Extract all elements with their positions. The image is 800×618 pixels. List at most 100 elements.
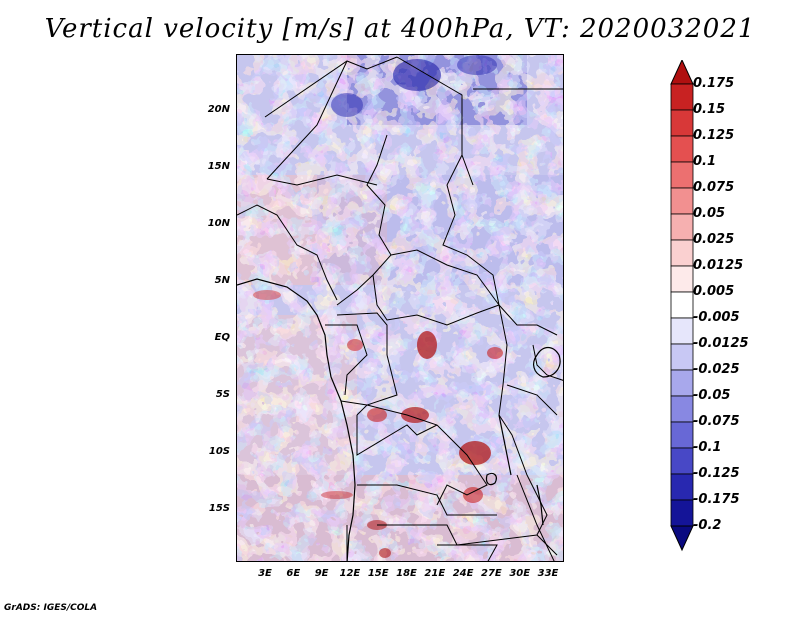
colorbar-box bbox=[670, 317, 694, 345]
colorbar-level-label: -0.005 bbox=[693, 310, 740, 325]
colorbar-level-label: -0.175 bbox=[693, 492, 740, 507]
field-negative-noise bbox=[237, 55, 563, 561]
map-panel bbox=[236, 54, 564, 562]
core-niger-descent bbox=[331, 93, 363, 117]
lon-label: 12E bbox=[339, 568, 361, 579]
core-kasai bbox=[401, 407, 429, 423]
border-drc-zambia bbox=[436, 434, 488, 506]
colorbar bbox=[670, 60, 694, 552]
border-zambia-south bbox=[377, 524, 538, 546]
colorbar-box bbox=[670, 187, 694, 215]
colorbar-level-label: -0.05 bbox=[693, 388, 731, 403]
lake-malawi bbox=[536, 484, 544, 526]
colorbar-box bbox=[670, 83, 694, 111]
border-niger-nigeria bbox=[266, 174, 378, 186]
colorbar-box bbox=[670, 369, 694, 397]
colorbar-level-label: 0.075 bbox=[693, 180, 735, 195]
lon-label: 33E bbox=[537, 568, 559, 579]
lat-label: 10N bbox=[207, 218, 230, 229]
colorbar-box bbox=[670, 239, 694, 267]
colorbar-level-label: 0.125 bbox=[693, 128, 735, 143]
colorbar-level-label: -0.125 bbox=[693, 466, 740, 481]
border-tanganyika bbox=[498, 414, 538, 496]
lon-label: 15E bbox=[367, 568, 389, 579]
colorbar-box bbox=[670, 395, 694, 423]
core-angola-coast bbox=[321, 491, 353, 499]
border-car-north bbox=[390, 249, 500, 306]
lat-label: 15S bbox=[208, 503, 230, 514]
colorbar-level-label: 0.005 bbox=[693, 284, 735, 299]
coastline bbox=[237, 278, 561, 561]
lon-label: 18E bbox=[396, 568, 417, 579]
colorbar-box bbox=[670, 265, 694, 293]
border-niger-mali bbox=[266, 60, 348, 180]
core-west-drc bbox=[367, 408, 387, 422]
colorbar-box bbox=[670, 213, 694, 241]
colorbar-level-label: -0.0125 bbox=[693, 336, 749, 351]
colorbar-level-label: 0.025 bbox=[693, 232, 735, 247]
colorbar-box bbox=[670, 343, 694, 371]
lat-label: 5S bbox=[215, 389, 230, 400]
colorbar-box bbox=[670, 161, 694, 189]
colorbar-box bbox=[670, 499, 694, 527]
lat-label: 10S bbox=[208, 446, 230, 457]
colorbar-box bbox=[670, 291, 694, 319]
lat-label: EQ bbox=[214, 332, 230, 343]
core-gabon bbox=[347, 339, 363, 351]
border-angola-zambia bbox=[357, 484, 497, 516]
colorbar-level-label: 0.05 bbox=[693, 206, 726, 221]
border-libya-chad bbox=[396, 56, 474, 186]
core-namibia bbox=[379, 548, 391, 558]
core-libya-descent bbox=[393, 59, 441, 91]
border-gabon bbox=[325, 324, 368, 396]
colorbar-top-triangle bbox=[670, 60, 694, 85]
border-congo-drc bbox=[356, 354, 398, 416]
velocity-field-map bbox=[237, 55, 563, 561]
lon-label: 30E bbox=[509, 568, 531, 579]
core-egypt-descent bbox=[457, 55, 497, 75]
political-boundaries bbox=[237, 56, 563, 561]
border-algeria-niger bbox=[264, 56, 398, 118]
core-congo-basin bbox=[417, 331, 437, 359]
colorbar-level-label: -0.1 bbox=[693, 440, 722, 455]
lon-label: 24E bbox=[452, 568, 474, 579]
border-nigeria-benin bbox=[237, 204, 338, 301]
core-gulf-guinea bbox=[253, 290, 281, 300]
convective-cores bbox=[253, 55, 503, 558]
border-tanzania-north bbox=[506, 384, 558, 416]
border-caprivi bbox=[437, 544, 498, 561]
border-angola-drc bbox=[356, 415, 438, 456]
core-katanga bbox=[459, 441, 491, 465]
lake-tanganyika bbox=[498, 414, 512, 476]
colorbar-level-label: -0.2 bbox=[693, 518, 722, 533]
colorbar-level-label: 0.0125 bbox=[693, 258, 744, 273]
border-car-south bbox=[372, 274, 500, 326]
border-chad-sudan bbox=[442, 154, 500, 306]
atlantic-coastline bbox=[237, 278, 356, 561]
colorbar-level-label: -0.025 bbox=[693, 362, 740, 377]
credit-text: GrADS: IGES/COLA bbox=[4, 603, 98, 613]
colorbar-box bbox=[670, 421, 694, 449]
colorbar-box bbox=[670, 109, 694, 137]
border-uganda-kenya bbox=[532, 344, 563, 381]
colorbar-level-label: 0.15 bbox=[693, 102, 726, 117]
lat-label: 15N bbox=[207, 161, 230, 172]
lon-label: 21E bbox=[424, 568, 446, 579]
border-south-sudan bbox=[498, 304, 558, 336]
colorbar-box bbox=[670, 447, 694, 475]
lake-mweru bbox=[485, 472, 497, 486]
border-cameroon-congo bbox=[336, 312, 388, 355]
lon-label: 27E bbox=[481, 568, 502, 579]
lon-label: 9E bbox=[314, 568, 329, 579]
border-drc-uganda-rwanda bbox=[498, 304, 508, 416]
lat-label: 5N bbox=[214, 275, 230, 286]
border-mozambique bbox=[516, 474, 555, 561]
map-title: Vertical velocity [m/s] at 400hPa, VT: 2… bbox=[44, 14, 756, 44]
colorbar-level-label: -0.075 bbox=[693, 414, 740, 429]
lake-victoria bbox=[533, 346, 561, 378]
lon-label: 3E bbox=[258, 568, 272, 579]
colorbar-box bbox=[670, 135, 694, 163]
colorbar-box bbox=[670, 473, 694, 501]
lon-label: 6E bbox=[286, 568, 301, 579]
colorbar-level-label: 0.175 bbox=[693, 76, 735, 91]
